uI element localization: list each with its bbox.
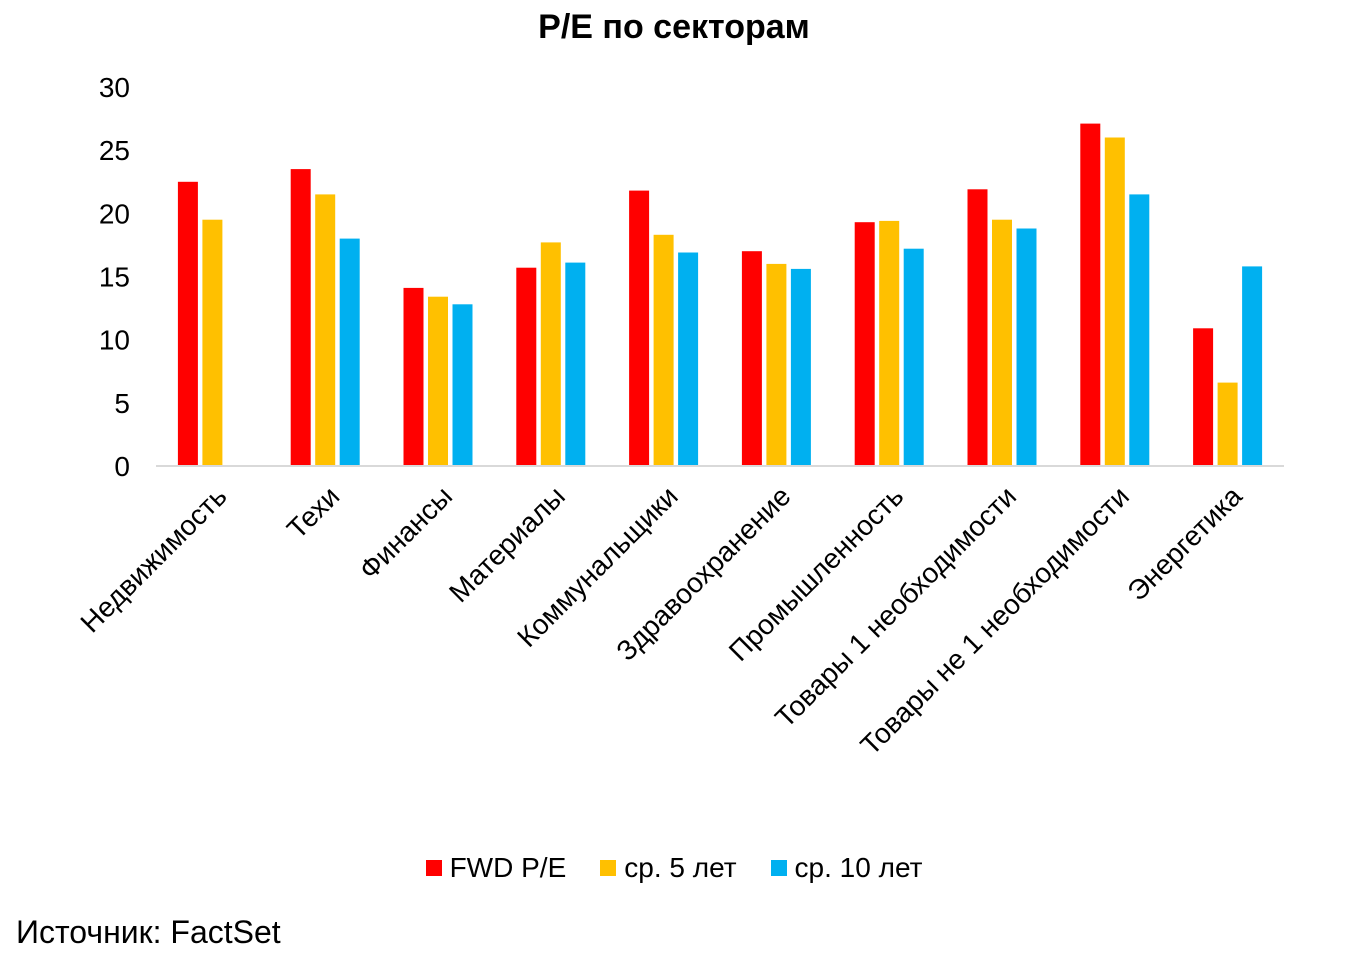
bar-1-5 [629, 190, 650, 466]
bar-2-7 [879, 220, 900, 466]
y-tick-label: 20 [99, 198, 130, 229]
bar-2-8 [992, 219, 1012, 466]
bar-2-1 [202, 219, 223, 466]
bar-3-7 [903, 248, 924, 466]
bar-2-10 [1217, 382, 1238, 466]
legend-item-fwd-pe: FWD P/E [425, 852, 567, 884]
legend-swatch-fwd-pe [425, 860, 442, 876]
bar-3-9 [1129, 194, 1150, 466]
bar-2-3 [428, 296, 448, 466]
bar-1-7 [854, 222, 875, 466]
x-axis-categories: Недвижимость Техи ФинансыМатериалыКоммунал… [75, 480, 1249, 761]
bar-3-5 [678, 252, 699, 466]
x-category-label: Недвижимость [75, 480, 233, 638]
legend-item-avg-10y: ср. 10 лет [770, 852, 923, 884]
y-tick-label: 5 [114, 388, 130, 419]
bar-2-9 [1104, 137, 1125, 466]
y-tick-label: 10 [99, 325, 130, 356]
legend-swatch-avg-5y [600, 860, 617, 876]
x-category-label: Энергетика [1121, 480, 1248, 607]
bar-1-6 [741, 251, 762, 466]
y-axis-ticks: 0 5 10 15 20 25 30 [99, 72, 130, 482]
legend-label-fwd-pe: FWD P/E [449, 852, 567, 883]
y-tick-label: 15 [99, 262, 130, 293]
bar-3-8 [1016, 228, 1037, 466]
bar-3-3 [452, 304, 473, 466]
source-note: Источник: FactSet [16, 914, 281, 950]
bar-1-3 [403, 287, 424, 466]
bar-3-6 [790, 268, 811, 466]
legend-swatch-avg-10y [770, 860, 787, 876]
bar-1-8 [967, 189, 988, 467]
bar-2-2 [315, 194, 336, 466]
y-tick-label: 0 [114, 451, 130, 482]
bar-2-6 [766, 263, 787, 466]
bars-group [177, 123, 1263, 467]
x-category-label: Товары 1 необходимости [769, 480, 1022, 733]
x-category-label: Техи [281, 480, 345, 544]
legend: FWD P/E ср. 5 лет ср. 10 лет [0, 852, 1348, 884]
y-tick-label: 25 [99, 135, 130, 166]
chart-title: P/E по секторам [538, 8, 810, 46]
bar-1-2 [290, 169, 311, 466]
bar-2-4 [540, 242, 561, 466]
legend-label-avg-10y: ср. 10 лет [794, 852, 923, 883]
legend-label-avg-5y: ср. 5 лет [624, 852, 737, 883]
x-category-label: Финансы [353, 480, 458, 585]
bar-1-4 [516, 267, 537, 466]
legend-item-avg-5y: ср. 5 лет [600, 852, 737, 884]
bar-1-10 [1193, 328, 1214, 466]
y-tick-label: 30 [99, 72, 130, 103]
bar-1-9 [1080, 123, 1101, 466]
bar-3-10 [1242, 266, 1263, 466]
bar-3-2 [339, 238, 360, 466]
bar-1-1 [177, 181, 198, 467]
bar-2-5 [653, 234, 674, 466]
bar-3-4 [565, 262, 586, 466]
